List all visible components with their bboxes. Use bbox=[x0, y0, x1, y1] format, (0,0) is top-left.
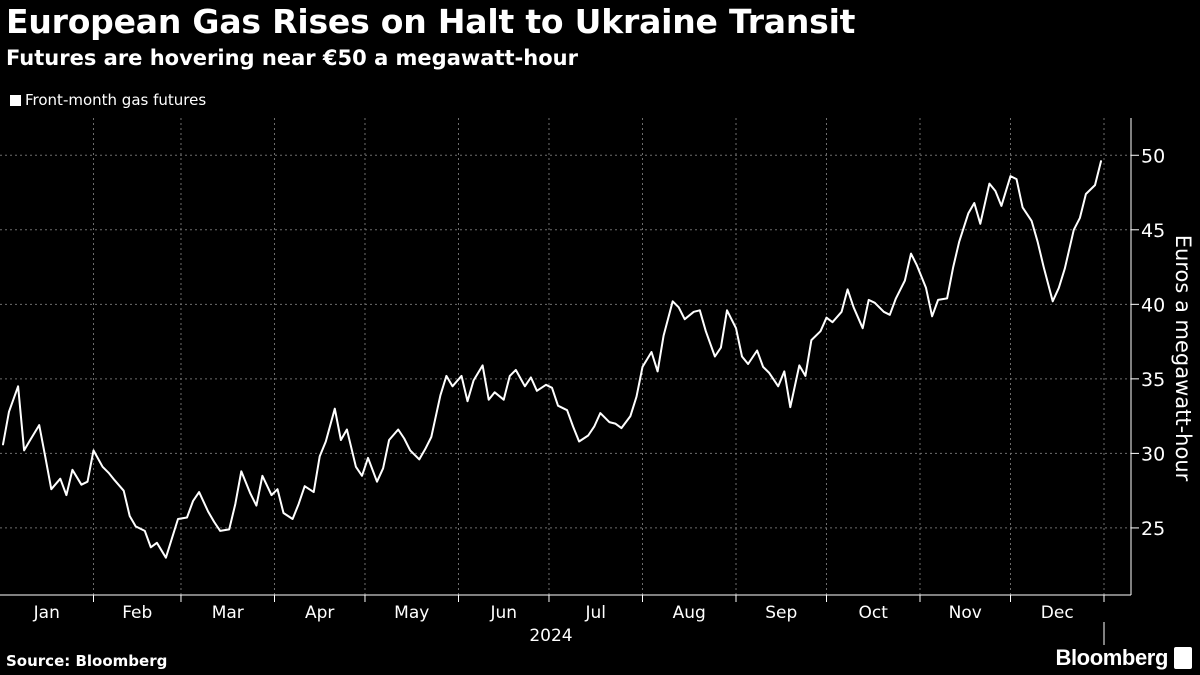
x-tick-label-nov: Nov bbox=[949, 603, 982, 623]
x-axis-year-label: 2024 bbox=[529, 626, 572, 646]
source-note: Source: Bloomberg bbox=[6, 652, 168, 670]
chart-title: European Gas Rises on Halt to Ukraine Tr… bbox=[6, 2, 856, 41]
y-tick-label: 50 bbox=[1141, 145, 1165, 167]
x-tick-label-dec: Dec bbox=[1041, 603, 1074, 623]
x-tick-label-jun: Jun bbox=[489, 603, 517, 623]
axes bbox=[0, 118, 1139, 645]
y-tick-label: 40 bbox=[1141, 294, 1165, 316]
y-tick-label: 30 bbox=[1141, 443, 1165, 465]
series bbox=[2, 160, 1102, 559]
chart-subtitle: Futures are hovering near €50 a megawatt… bbox=[6, 46, 578, 70]
tick-labels: 25 30 35 40 45 50 Jan Feb Mar Apr May Jun Jul Aug Sep O… bbox=[33, 145, 1166, 623]
x-tick-label-may: May bbox=[394, 603, 429, 623]
grid bbox=[0, 118, 1131, 595]
x-tick-label-oct: Oct bbox=[859, 603, 889, 623]
logo-text: Bloomberg bbox=[1055, 645, 1168, 670]
y-tick-label: 25 bbox=[1141, 518, 1165, 540]
x-tick-label-apr: Apr bbox=[305, 603, 334, 623]
y-axis-title: Euros a megawatt-hour bbox=[1171, 235, 1195, 482]
logo-badge-icon bbox=[1174, 647, 1192, 669]
bloomberg-logo: Bloomberg bbox=[1055, 645, 1192, 671]
x-tick-label-mar: Mar bbox=[212, 603, 244, 623]
x-tick-label-jul: Jul bbox=[584, 603, 606, 623]
series-line-0 bbox=[2, 160, 1102, 559]
x-tick-label-sep: Sep bbox=[765, 603, 797, 623]
legend-swatch bbox=[10, 94, 21, 106]
y-tick-label: 35 bbox=[1141, 369, 1165, 391]
legend: Front-month gas futures bbox=[10, 91, 206, 109]
y-tick-label: 45 bbox=[1141, 220, 1165, 242]
x-tick-label-feb: Feb bbox=[122, 603, 152, 623]
x-tick-label-jan: Jan bbox=[33, 603, 60, 623]
x-tick-label-aug: Aug bbox=[673, 603, 706, 623]
legend-label: Front-month gas futures bbox=[25, 91, 207, 109]
